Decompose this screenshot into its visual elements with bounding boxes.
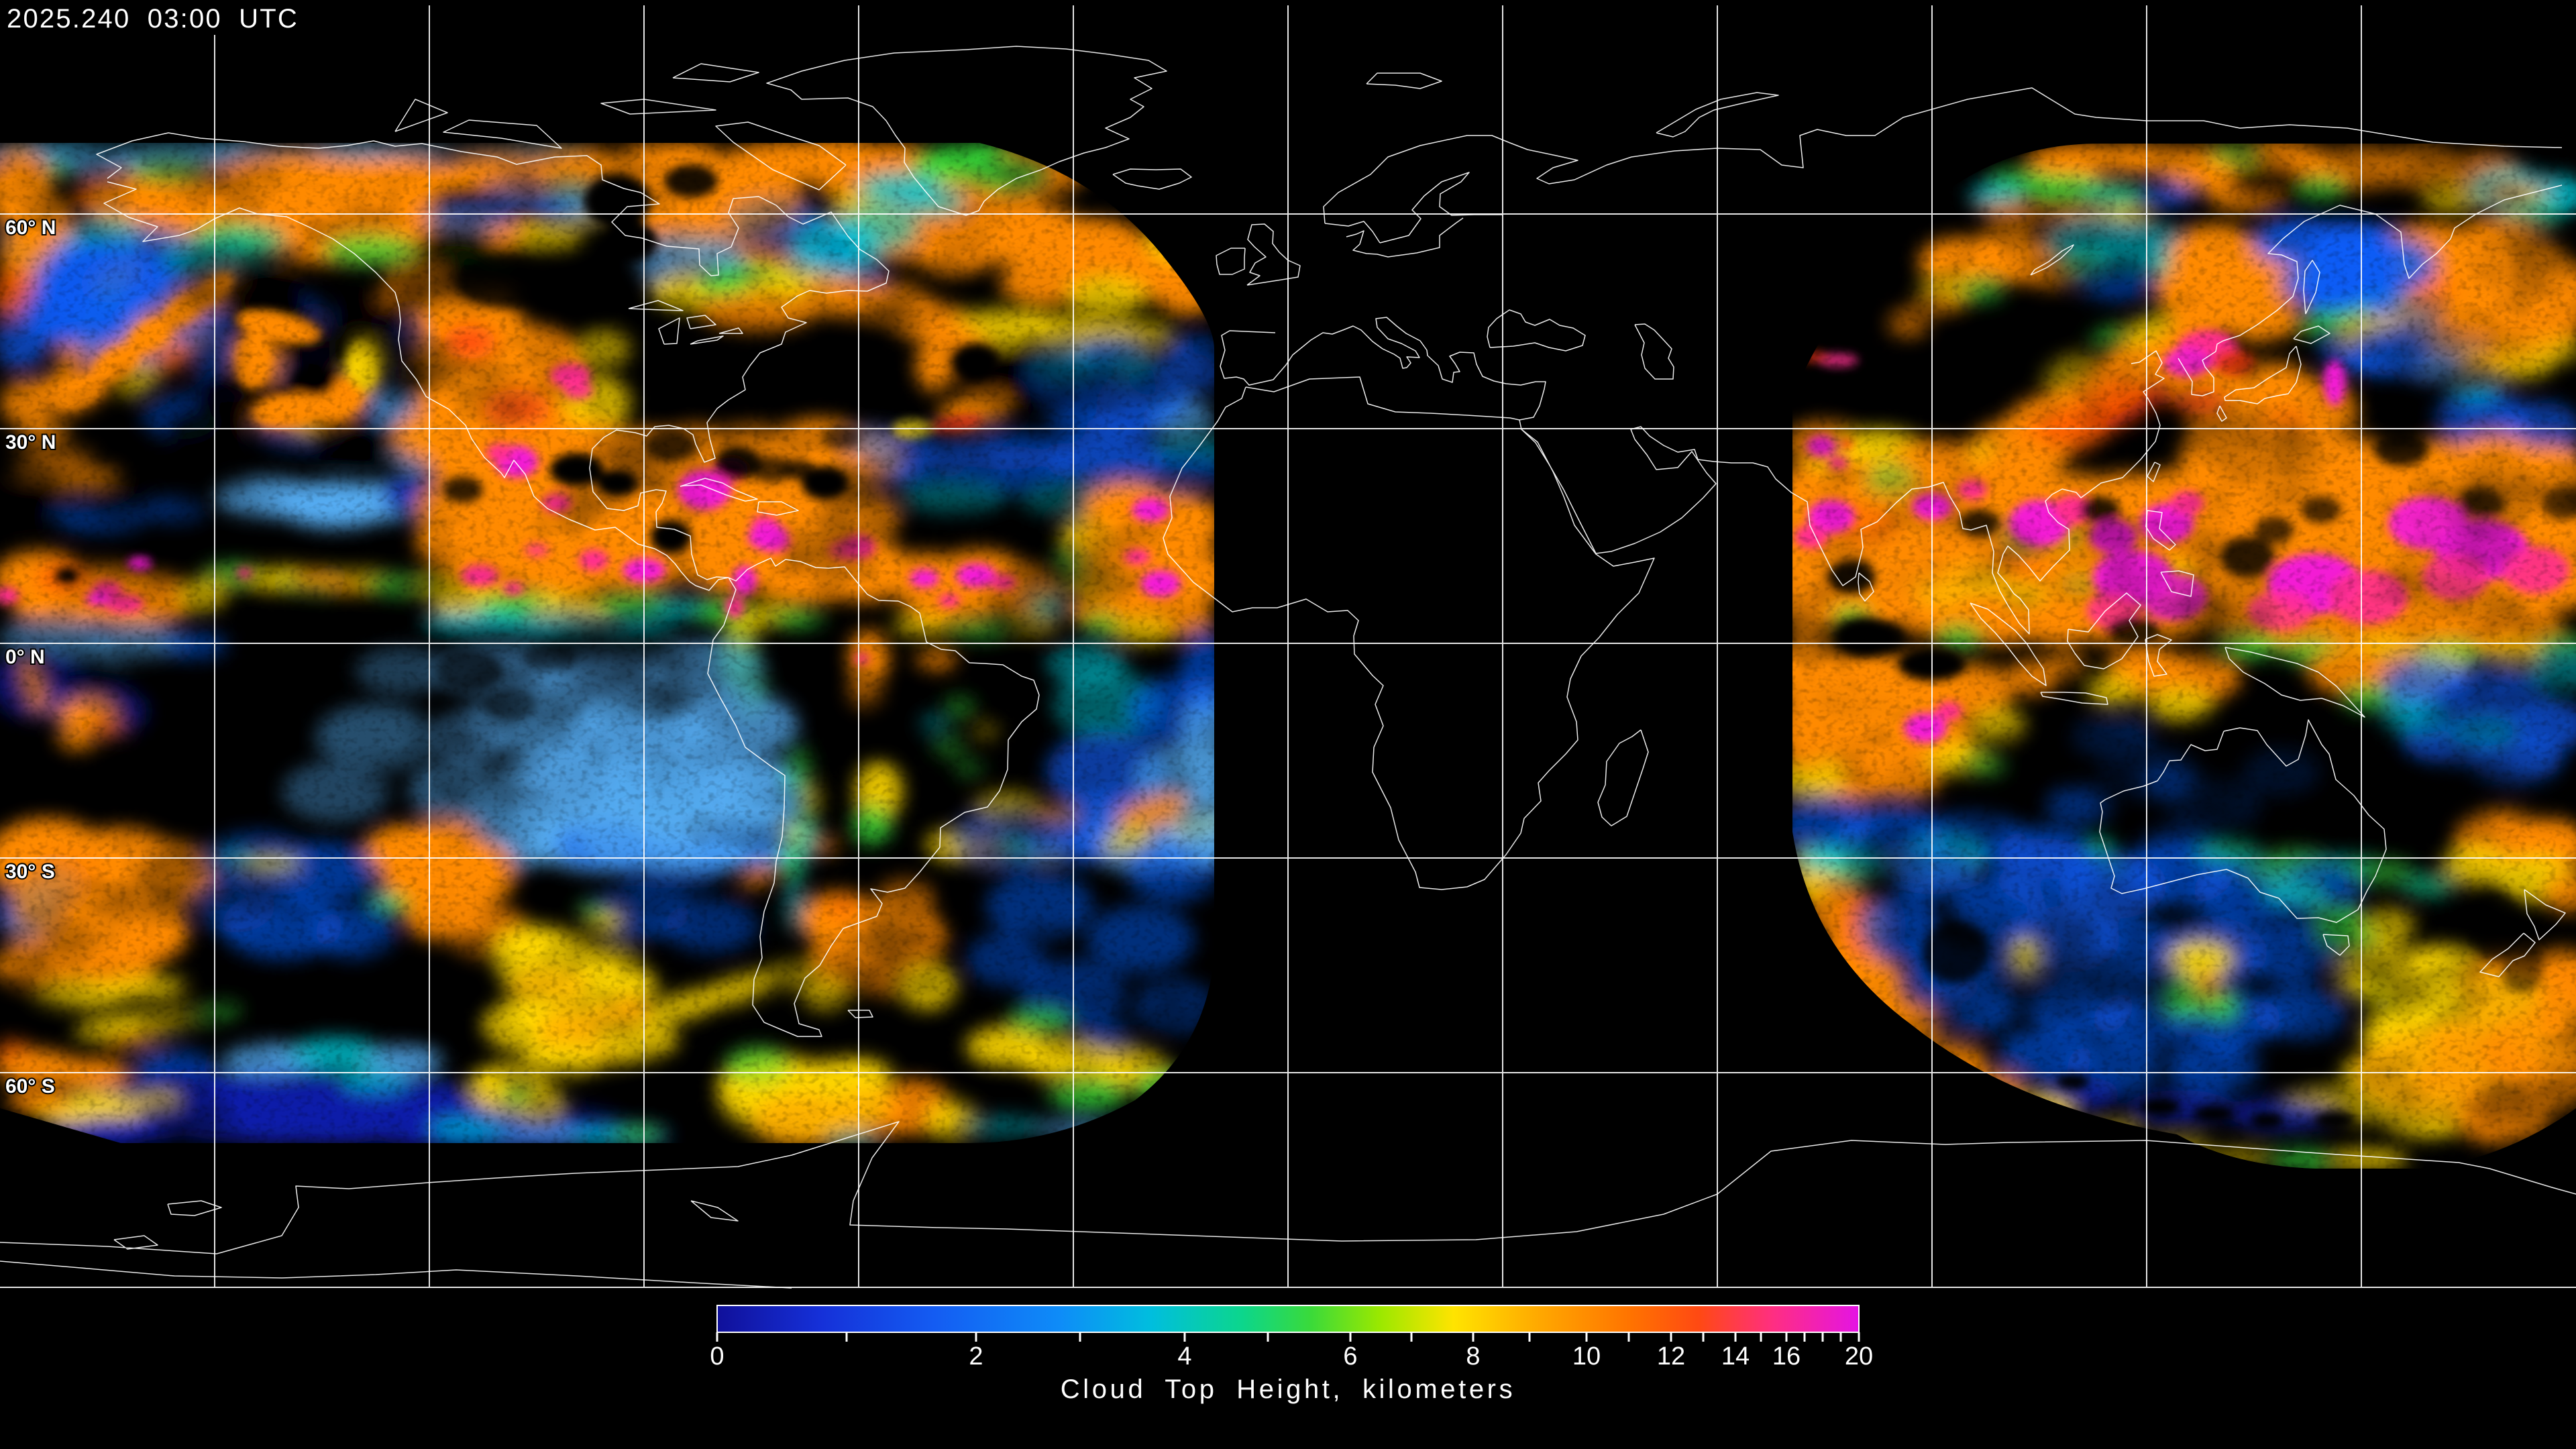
svg-text:16: 16 [1772,1342,1801,1371]
svg-text:6: 6 [1343,1342,1357,1371]
svg-text:14: 14 [1721,1342,1750,1371]
svg-text:2025.240 03:00 UTC: 2025.240 03:00 UTC [7,4,299,34]
svg-text:60° N: 60° N [5,217,56,239]
svg-text:20: 20 [1845,1342,1873,1371]
svg-text:Cloud Top Height, kilometers: Cloud Top Height, kilometers [1061,1375,1515,1404]
svg-text:30° N: 30° N [5,431,56,453]
svg-text:2: 2 [969,1342,983,1371]
svg-text:10: 10 [1572,1342,1601,1371]
svg-text:60° S: 60° S [5,1075,55,1097]
svg-text:12: 12 [1657,1342,1685,1371]
svg-text:30° S: 30° S [5,861,55,883]
svg-text:0: 0 [710,1342,724,1371]
svg-text:8: 8 [1466,1342,1480,1371]
svg-text:4: 4 [1177,1342,1191,1371]
svg-text:0° N: 0° N [5,646,45,668]
